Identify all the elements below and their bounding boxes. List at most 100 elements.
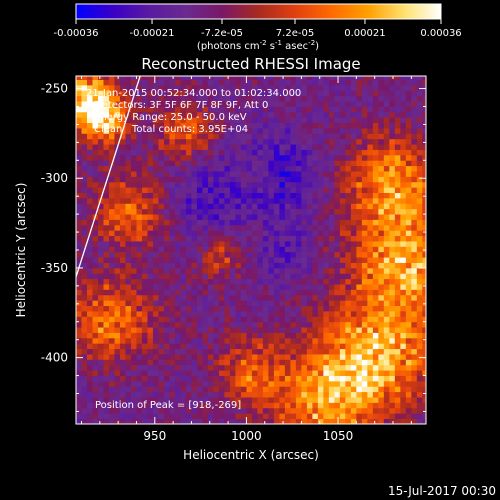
heatmap-cell (202, 122, 209, 129)
heatmap-cell (317, 76, 324, 80)
heatmap-cell (312, 386, 319, 393)
heatmap-cell (81, 418, 88, 424)
heatmap-cell (257, 208, 264, 215)
heatmap-cell (224, 386, 231, 393)
heatmap-cell (158, 138, 165, 145)
heatmap-cell (185, 359, 192, 366)
heatmap-cell (158, 84, 165, 91)
heatmap-cell (350, 370, 357, 376)
heatmap-cell (273, 380, 280, 387)
heatmap-cell (268, 84, 275, 91)
heatmap-cell (235, 402, 242, 409)
heatmap-cell (202, 90, 209, 97)
heatmap-cell (290, 181, 297, 188)
heatmap-cell (356, 364, 363, 371)
heatmap-cell (328, 203, 335, 210)
heatmap-cell (202, 246, 209, 253)
heatmap-cell (125, 300, 132, 307)
heatmap-cell (356, 278, 363, 285)
heatmap-cell (158, 343, 165, 350)
heatmap-cell (328, 397, 335, 403)
heatmap-cell (262, 219, 269, 226)
heatmap-cell (185, 316, 192, 323)
heatmap-cell (235, 375, 242, 382)
heatmap-cell (306, 391, 313, 398)
heatmap-cell (174, 165, 181, 172)
heatmap-cell (383, 413, 390, 420)
heatmap-cell (213, 117, 220, 124)
heatmap-cell (279, 176, 286, 183)
heatmap-cell (339, 327, 346, 333)
heatmap-cell (378, 364, 385, 371)
heatmap-cell (334, 79, 341, 86)
heatmap-cell (125, 165, 132, 172)
heatmap-cell (306, 413, 313, 420)
heatmap-cell (306, 354, 313, 360)
heatmap-cell (185, 144, 192, 150)
heatmap-cell (97, 348, 104, 355)
heatmap-cell (361, 359, 368, 366)
heatmap-cell (411, 122, 418, 129)
heatmap-cell (328, 375, 335, 382)
heatmap-cell (394, 278, 401, 285)
heatmap-cell (284, 332, 291, 339)
heatmap-cell (125, 370, 132, 376)
heatmap-cell (383, 79, 390, 86)
heatmap-cell (251, 327, 258, 333)
heatmap-cell (103, 337, 110, 344)
heatmap-cell (163, 397, 170, 403)
heatmap-cell (290, 197, 297, 204)
heatmap-cell (158, 251, 165, 258)
heatmap-cell (240, 257, 247, 263)
heatmap-cell (246, 321, 253, 328)
heatmap-cell (378, 267, 385, 274)
heatmap-cell (339, 203, 346, 210)
heatmap-cell (130, 380, 137, 387)
heatmap-cell (224, 149, 231, 156)
heatmap-cell (235, 144, 242, 150)
heatmap-cell (136, 154, 143, 161)
heatmap-cell (411, 176, 418, 183)
heatmap-cell (76, 370, 82, 376)
heatmap-cell (152, 359, 159, 366)
heatmap-cell (273, 364, 280, 371)
heatmap-cell (196, 138, 203, 145)
heatmap-cell (367, 230, 374, 237)
heatmap-cell (224, 160, 231, 167)
heatmap-cell (389, 397, 396, 403)
heatmap-cell (119, 219, 126, 226)
heatmap-cell (240, 364, 247, 371)
heatmap-cell (81, 267, 88, 274)
heatmap-cell (328, 321, 335, 328)
heatmap-cell (284, 418, 291, 424)
heatmap-cell (97, 133, 104, 140)
heatmap-cell (240, 84, 247, 91)
heatmap-cell (235, 235, 242, 242)
heatmap-cell (97, 117, 104, 124)
heatmap-cell (92, 117, 99, 124)
heatmap-cell (262, 300, 269, 307)
heatmap-cell (202, 171, 209, 177)
heatmap-cell (76, 208, 82, 215)
heatmap-cell (306, 337, 313, 344)
heatmap-cell (389, 106, 396, 113)
heatmap-cell (76, 95, 82, 102)
heatmap-cell (411, 391, 418, 398)
heatmap-cell (279, 84, 286, 91)
heatmap-cell (141, 305, 148, 312)
heatmap-cell (328, 95, 335, 102)
heatmap-cell (207, 402, 214, 409)
heatmap-cell (141, 90, 148, 97)
heatmap-cell (405, 386, 412, 393)
heatmap-cell (323, 391, 330, 398)
heatmap-cell (295, 224, 302, 231)
heatmap-cell (119, 235, 126, 242)
heatmap-cell (290, 289, 297, 296)
heatmap-cell (235, 386, 242, 393)
heatmap-cell (125, 386, 132, 393)
heatmap-cell (356, 187, 363, 193)
heatmap-cell (86, 327, 93, 333)
heatmap-cell (301, 241, 308, 247)
heatmap-cell (356, 316, 363, 323)
heatmap-cell (301, 160, 308, 167)
